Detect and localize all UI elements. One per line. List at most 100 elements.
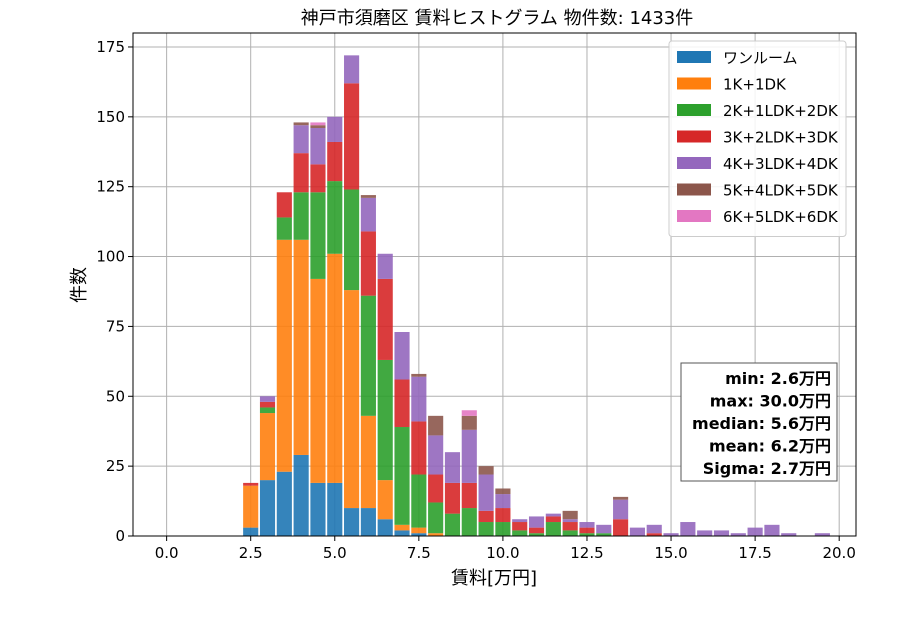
bar-segment	[310, 278, 326, 483]
bar-segment	[478, 474, 494, 511]
bar-segment	[629, 527, 645, 536]
bar-segment	[293, 125, 309, 154]
bar-segment	[461, 429, 477, 483]
x-tick-label: 10.0	[486, 544, 519, 562]
x-axis-label: 賃料[万円]	[451, 568, 537, 589]
bar-segment	[562, 519, 578, 523]
bar-segment	[310, 482, 326, 536]
x-tick-label: 5.0	[323, 544, 347, 562]
bar-segment	[495, 522, 511, 536]
stats-box: min: 2.6万円 max: 30.0万円 median: 5.6万円 mean: …	[680, 362, 838, 482]
bar-segment	[680, 522, 696, 536]
bar-segment	[327, 116, 343, 142]
bar-segment	[411, 527, 427, 534]
legend-swatch	[677, 130, 711, 143]
bar-segment	[444, 513, 461, 536]
bar-segment	[259, 407, 276, 414]
bar-segment	[411, 474, 427, 528]
bar-segment	[276, 471, 292, 536]
bar-segment	[528, 533, 545, 536]
legend-swatch	[677, 51, 711, 63]
bar-segment	[243, 482, 259, 486]
bar-segment	[613, 519, 629, 536]
bar-segment	[579, 527, 595, 534]
bar-segment	[814, 533, 830, 536]
bar-segment	[428, 502, 444, 534]
bar-segment	[327, 482, 343, 536]
bar-segment	[394, 427, 410, 525]
bar-segment	[428, 533, 444, 536]
legend-swatch	[677, 183, 711, 196]
x-tick-label: 20.0	[822, 544, 855, 562]
bar-segment	[259, 396, 276, 402]
bar-segment	[764, 524, 780, 536]
bar-segment	[478, 522, 494, 536]
legend-label: 6K+5LDK+6DK	[723, 208, 839, 226]
bar-segment	[663, 533, 679, 536]
legend-swatch	[677, 104, 711, 116]
bar-segment	[344, 508, 360, 536]
stats-frame	[680, 362, 838, 482]
bar-segment	[259, 480, 276, 536]
legend-label: 2K+1LDK+2DK	[723, 102, 839, 120]
bar-segment	[360, 195, 376, 198]
bar-segment	[596, 524, 612, 534]
y-tick-label: 50	[106, 387, 125, 405]
stats-line: Sigma: 2.7万円	[703, 459, 831, 478]
bar-segment	[344, 83, 360, 190]
bar-segment	[428, 474, 444, 503]
bar-segment	[276, 217, 292, 240]
bar-segment	[276, 192, 292, 218]
bar-segment	[394, 379, 410, 428]
chart-title: 神戸市須磨区 賃料ヒストグラム 物件数: 1433件	[301, 8, 694, 29]
bar-segment	[310, 128, 326, 165]
bar-segment	[411, 533, 427, 536]
bar-segment	[495, 488, 511, 495]
bar-segment	[360, 295, 376, 416]
bar-segment	[495, 494, 511, 509]
bar-segment	[562, 510, 578, 520]
bar-segment	[428, 415, 444, 436]
y-axis-ticks: 0 25 50 75 100 125 150 175	[96, 38, 133, 545]
bar-segment	[512, 522, 528, 531]
bar-segment	[360, 231, 376, 296]
bar-segment	[411, 376, 427, 422]
bar-segment	[512, 530, 528, 536]
bar-segment	[293, 122, 309, 126]
bar-segment	[394, 332, 410, 380]
bar-segment	[327, 141, 343, 182]
bar-segment	[310, 122, 326, 126]
x-tick-label: 0.0	[155, 544, 179, 562]
bar-segment	[360, 415, 376, 509]
bar-segment	[579, 533, 595, 536]
bar-segment	[613, 499, 629, 520]
bar-segment	[428, 435, 444, 475]
y-tick-label: 175	[96, 38, 125, 56]
bar-segment	[377, 480, 393, 520]
bar-segment	[730, 533, 746, 536]
bar-segment	[613, 496, 629, 500]
bar-segment	[478, 510, 494, 523]
plot-area-frame	[132, 32, 857, 537]
y-axis-label: 件数	[69, 267, 90, 303]
stats-line: median: 5.6万円	[692, 414, 831, 433]
y-tick-label: 0	[115, 527, 125, 545]
bar-segment	[394, 524, 410, 531]
bar-segment	[377, 359, 393, 481]
bar-segment	[461, 508, 477, 536]
legend-swatch	[677, 77, 711, 90]
bar-segment	[646, 524, 662, 534]
bar-segment	[478, 466, 494, 475]
bar-segment	[344, 189, 360, 291]
bar-segment	[461, 482, 477, 509]
bar-segment	[713, 530, 730, 536]
bar-segment	[394, 530, 410, 536]
legend-label: 3K+2LDK+3DK	[723, 129, 839, 147]
bar-segment	[293, 192, 309, 240]
y-tick-label: 150	[96, 108, 125, 126]
histogram-bars	[243, 55, 830, 536]
legend-frame	[668, 40, 847, 237]
x-axis-ticks: 0.0 2.5 5.0 7.5 10.0 12.5 15.0 17.5 20.0	[155, 536, 856, 562]
bar-segment	[596, 533, 612, 536]
